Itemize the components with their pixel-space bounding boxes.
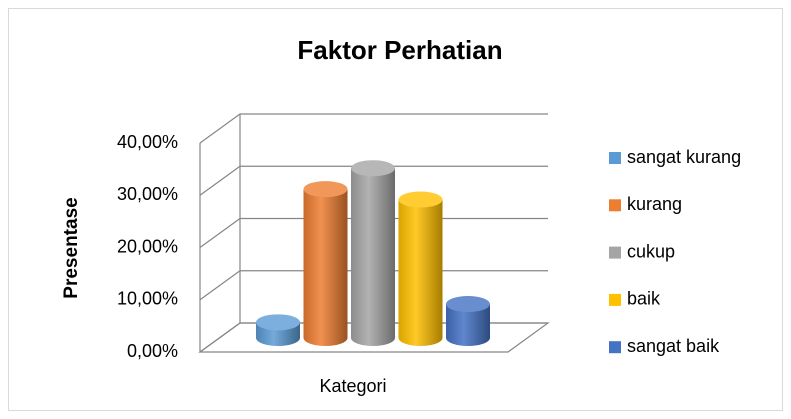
bar	[351, 168, 395, 346]
bar-top	[398, 191, 443, 208]
bar-top	[303, 181, 348, 198]
legend-swatch	[609, 293, 621, 306]
legend-label: sangat baik	[627, 336, 720, 356]
legend-swatch	[609, 246, 621, 259]
bar-top	[446, 296, 490, 313]
legend-swatch	[609, 152, 621, 164]
y-tick-label: 0,00%	[127, 341, 178, 361]
y-axis-label: Presentase	[61, 197, 82, 298]
chart-title: Faktor Perhatian	[297, 35, 502, 65]
bar-top	[351, 160, 395, 177]
bar	[303, 189, 348, 346]
legend-swatch	[609, 341, 621, 354]
grid-line	[199, 322, 548, 353]
grid-line	[199, 113, 548, 144]
y-tick-label: 20,00%	[117, 236, 178, 256]
y-tick-label: 40,00%	[117, 132, 178, 152]
legend-swatch	[609, 199, 621, 212]
grid-line	[199, 165, 548, 196]
bar	[398, 199, 443, 346]
y-tick-label: 10,00%	[117, 289, 178, 309]
grid-line	[199, 270, 548, 301]
grid-line	[199, 217, 548, 248]
bar-top	[256, 314, 300, 331]
bar	[446, 304, 490, 346]
legend-label: baik	[627, 289, 661, 309]
legend-label: sangat kurang	[627, 147, 741, 167]
chart-border	[8, 8, 783, 411]
y-tick-label: 30,00%	[117, 184, 178, 204]
legend-label: kurang	[627, 194, 682, 214]
x-axis-label: Kategori	[319, 376, 386, 396]
legend-label: cukup	[627, 241, 675, 261]
